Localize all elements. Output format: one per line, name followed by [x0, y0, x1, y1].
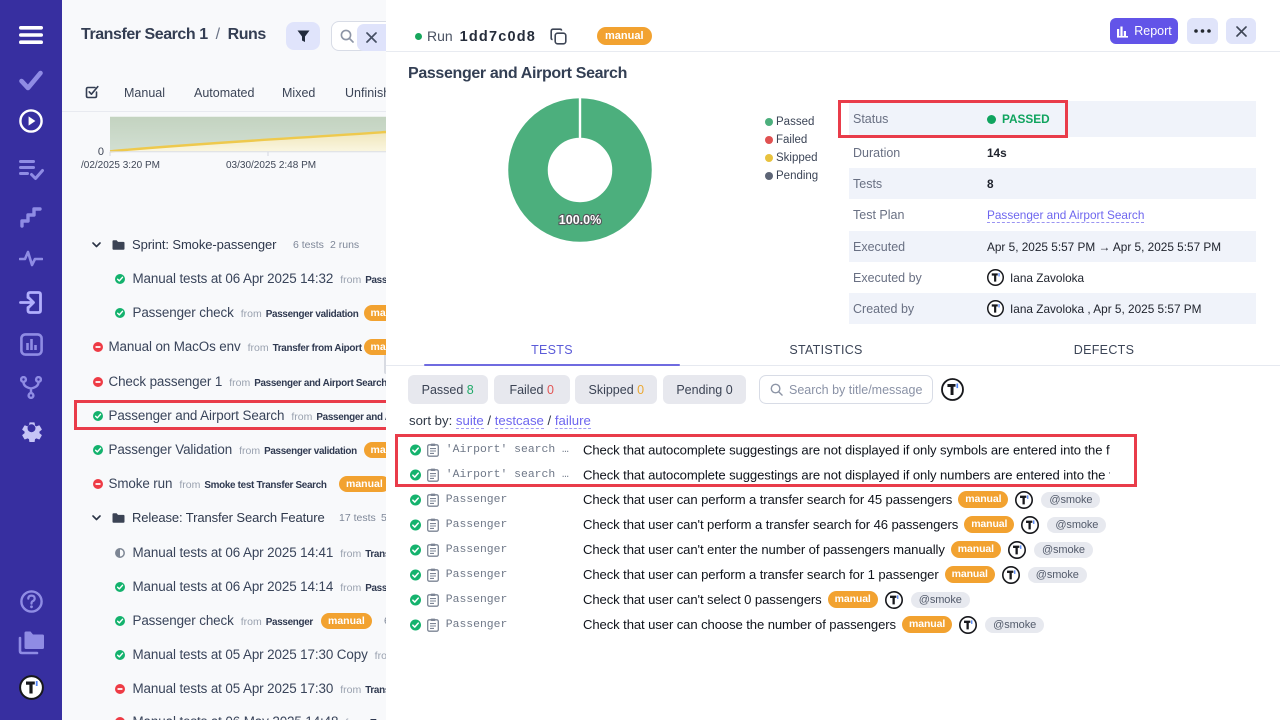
svg-text:0: 0: [98, 146, 104, 158]
svg-text:/02/2025 3:20 PM: /02/2025 3:20 PM: [81, 160, 160, 171]
svg-text:100.0%: 100.0%: [559, 213, 601, 227]
svg-text:03/30/2025 2:48 PM: 03/30/2025 2:48 PM: [226, 160, 316, 171]
